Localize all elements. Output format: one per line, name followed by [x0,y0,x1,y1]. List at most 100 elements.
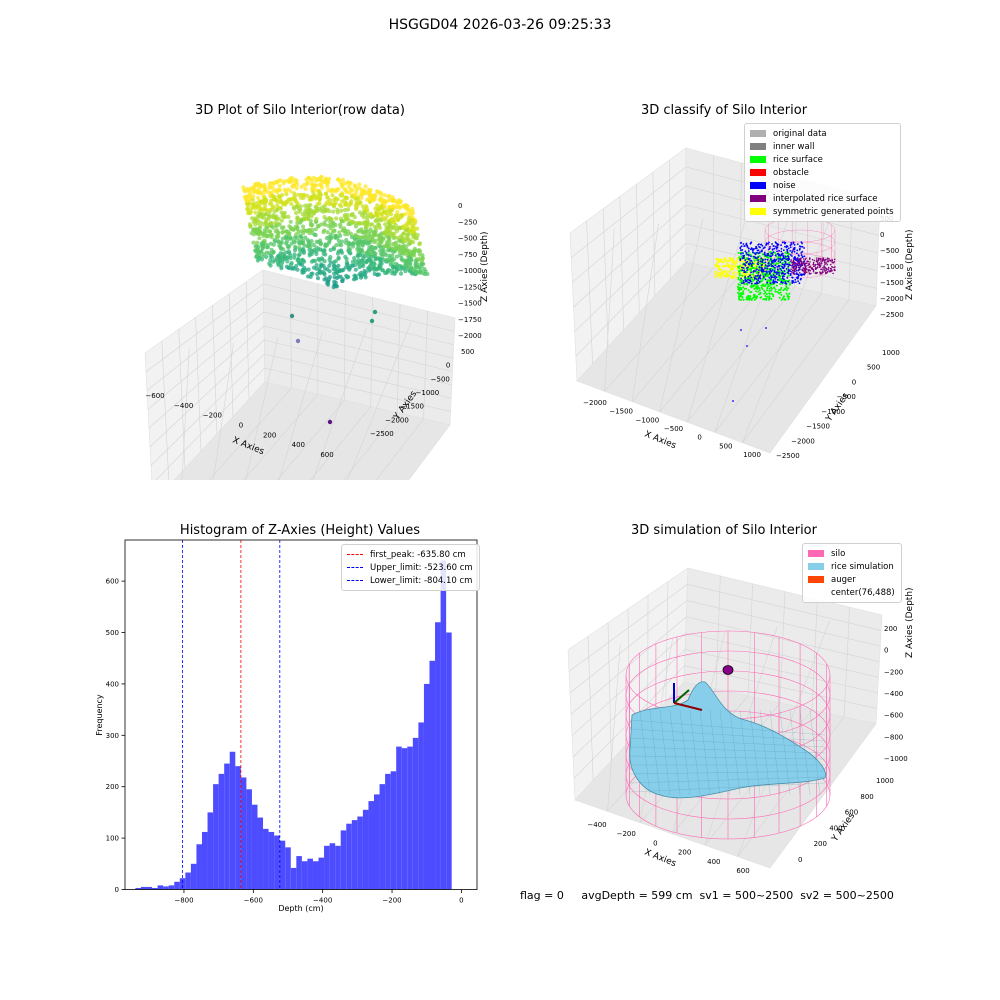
data-point [299,184,304,189]
data-point [425,271,430,277]
data-point [362,272,368,278]
symmetric-point [715,258,718,261]
interp-point [801,263,803,265]
symmetric-point [722,272,725,275]
rice-point [766,295,769,298]
rice-point [740,255,743,258]
data-point [283,241,289,246]
data-point [368,222,373,227]
rice-point [752,257,755,260]
symmetric-point [741,260,744,263]
hist-bar [140,886,147,890]
rice-point [763,292,766,295]
data-point [403,269,408,274]
interp-point [824,258,827,261]
data-point [334,243,339,248]
tick-label: 200 [678,849,691,857]
data-point [372,309,378,315]
data-point [318,241,324,246]
data-point [296,192,301,197]
noise-point [755,281,758,283]
interp-point [792,261,794,263]
data-point [348,251,353,256]
data-point [295,182,300,187]
interp-point [816,257,818,259]
noise-point [764,267,766,269]
noise-point [784,262,787,265]
data-point [323,191,328,196]
data-point [401,231,406,236]
noise-point [760,267,763,269]
tick-label: −2000 [385,416,409,424]
noise-point [784,242,786,245]
symmetric-point [726,259,730,262]
noise-point [774,264,777,267]
interp-point [809,269,811,272]
noise-point [760,257,763,259]
noise-point [760,243,763,246]
data-point [279,210,284,215]
tick-label: −400 [313,897,332,905]
tick-label: −2000 [458,332,482,340]
hist-ylabel: Frequency [95,694,104,736]
data-point [327,419,333,425]
noise-point [786,277,789,279]
noise-point [774,275,776,278]
noise-point [764,261,767,264]
noise-point [778,253,780,256]
data-point [366,191,371,196]
tick-label: 100 [106,835,119,843]
data-point [393,226,398,231]
hist-bar [263,828,269,890]
legend-item-center: center(76,488) [831,587,895,598]
interp-point [794,262,796,265]
tick-label: −2000 [583,399,607,407]
data-point [401,226,406,231]
interp-point [800,260,802,263]
interp-point [804,266,807,268]
data-point [325,195,330,200]
data-point [289,313,295,319]
data-point [349,199,354,204]
interp-point [822,259,824,262]
interp-point [803,262,806,264]
data-point [381,244,387,249]
data-point [383,270,388,275]
rice-point [764,291,767,294]
data-point [364,224,369,229]
rice-point [747,294,750,297]
rice-point [742,292,745,295]
hist-bar [296,856,302,890]
hist-y-ticks: 0 100 200 300 400 500 600 [106,578,125,894]
noise-point [757,271,760,274]
tick-label: −1750 [458,316,482,324]
rice-point [770,297,773,300]
rice-point [772,295,775,298]
data-point [357,182,362,187]
data-point [283,234,288,239]
interp-point [822,257,825,260]
noise-point [803,255,806,258]
rice-point [789,282,791,284]
data-point [404,260,409,265]
interp-point [798,272,801,274]
interp-point [824,266,826,269]
data-point [301,231,306,236]
data-point [411,235,416,240]
noise-point [770,275,772,278]
tick-label: −1000 [884,755,908,763]
data-point [265,243,270,248]
tick-label: 0 [852,378,856,386]
rice-point [766,279,769,282]
symmetric-point [725,265,728,268]
noise-point [740,277,742,280]
symmetric-point [731,267,734,270]
noise-point [746,253,749,256]
interp-point [805,268,808,271]
noise-point [753,255,755,258]
data-point [287,232,292,237]
data-point [334,196,339,201]
data-point [405,232,410,238]
noise-point [764,258,767,261]
noise-point [770,263,772,266]
